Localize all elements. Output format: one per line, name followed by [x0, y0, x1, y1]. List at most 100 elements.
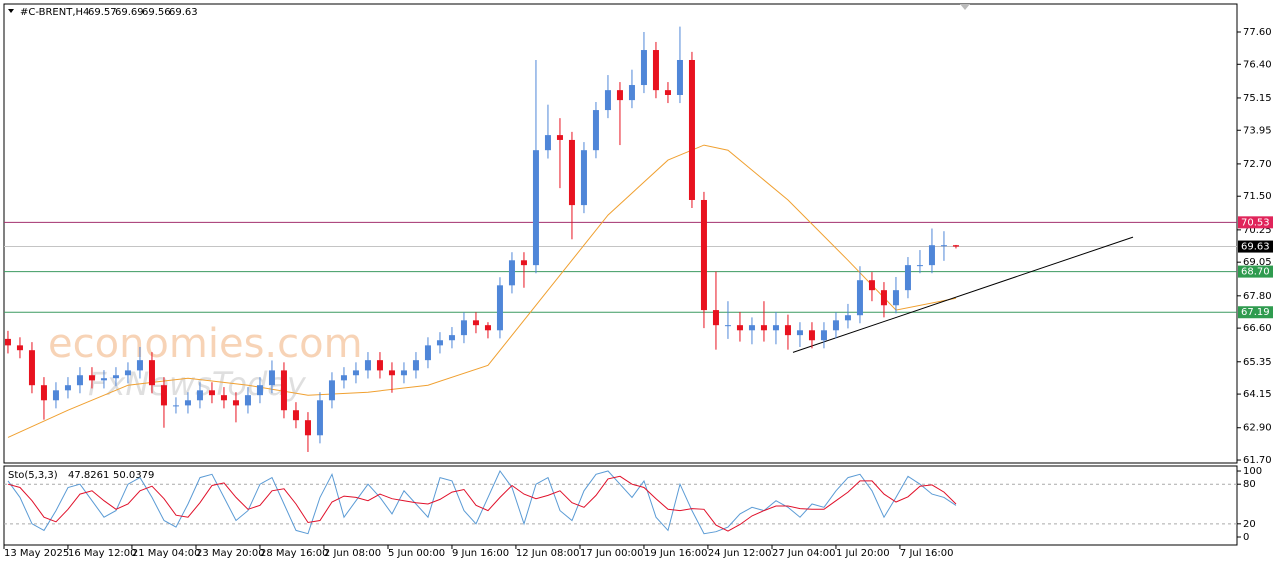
- candle-body: [100, 378, 107, 381]
- y-tick-label: 75.15: [1243, 93, 1272, 104]
- candle-body: [184, 400, 191, 406]
- x-tick-label: 23 May 20:00: [196, 548, 265, 559]
- candle-body: [772, 325, 779, 331]
- candle-body: [844, 315, 851, 321]
- candle-body: [316, 400, 323, 436]
- y-tick-label: 73.95: [1243, 125, 1272, 136]
- osc-tick-label: 0: [1243, 532, 1249, 543]
- level-label: 67.19: [1241, 307, 1270, 318]
- candle-body: [136, 360, 143, 371]
- candle-body: [760, 325, 767, 331]
- osc-line: [7, 470, 957, 535]
- candle-body: [520, 260, 527, 266]
- candle-body: [700, 199, 707, 311]
- quote-low: 69.56: [142, 7, 171, 18]
- y-tick-label: 77.60: [1243, 27, 1272, 38]
- candle-body: [940, 245, 947, 247]
- x-tick-label: 9 Jun 16:00: [452, 548, 509, 559]
- candle-body: [364, 360, 371, 371]
- y-tick-label: 70.25: [1243, 225, 1272, 236]
- y-tick-label: 71.50: [1243, 191, 1272, 202]
- oscillator-frame: [3, 465, 1238, 546]
- candle-body: [628, 85, 635, 101]
- oscillator-main: 47.8261: [68, 470, 109, 481]
- level-box: [1238, 240, 1273, 253]
- candle-body: [460, 320, 467, 336]
- candle-body: [484, 325, 491, 331]
- candle-body: [544, 135, 551, 151]
- y-tick-label: 66.60: [1243, 323, 1272, 334]
- x-tick-label: 21 May 04:00: [132, 548, 201, 559]
- x-tick-label: 24 Jun 12:00: [708, 548, 772, 559]
- candle-body: [304, 420, 311, 436]
- candle-body: [712, 310, 719, 326]
- candle-body: [388, 370, 395, 376]
- level-label: 69.63: [1241, 242, 1270, 253]
- candle-body: [916, 265, 923, 267]
- candle-body: [280, 370, 287, 411]
- candle-body: [568, 139, 575, 206]
- osc-tick-label: 100: [1243, 466, 1262, 477]
- candle-body: [412, 360, 419, 371]
- candle-body: [688, 59, 695, 200]
- candle-body: [532, 150, 539, 266]
- osc-tick-label: 80: [1243, 479, 1256, 490]
- x-tick-label: 16 May 12:00: [68, 548, 137, 559]
- candle-body: [928, 245, 935, 266]
- candle-body: [172, 405, 179, 407]
- moving-average: [7, 144, 957, 438]
- candle-body: [784, 325, 791, 336]
- candle-body: [880, 290, 887, 306]
- candle-body: [436, 340, 443, 346]
- candle-body: [268, 370, 275, 386]
- candle-body: [448, 335, 455, 341]
- candle-body: [400, 370, 407, 376]
- candle-body: [328, 380, 335, 401]
- level-box: [1238, 265, 1273, 278]
- oscillator-signal: 50.0379: [113, 470, 154, 481]
- candle-body: [4, 338, 11, 346]
- oscillator-name: Sto(5,3,3): [8, 470, 58, 481]
- candle-body: [52, 390, 59, 401]
- candle-body: [508, 260, 515, 286]
- candle-body: [640, 50, 647, 86]
- y-tick-label: 62.90: [1243, 423, 1272, 434]
- candle-body: [736, 325, 743, 331]
- symbol: #C-BRENT,H4: [20, 7, 89, 18]
- x-tick-label: 5 Jun 00:00: [388, 548, 445, 559]
- watermark: economies.com: [48, 321, 363, 367]
- candle-body: [592, 110, 599, 151]
- level-box: [1238, 216, 1273, 229]
- x-tick-label: 2 Jun 08:00: [324, 548, 381, 559]
- candle-body: [676, 59, 683, 95]
- candle-body: [832, 320, 839, 331]
- candle-body: [220, 395, 227, 401]
- menu-arrow: [8, 9, 14, 13]
- y-tick-label: 61.70: [1243, 455, 1272, 466]
- candle-body: [496, 285, 503, 331]
- candle-body: [148, 360, 155, 386]
- candle-body: [652, 50, 659, 91]
- y-tick-label: 67.80: [1243, 291, 1272, 302]
- candle-body: [112, 375, 119, 379]
- level-label: 68.70: [1241, 267, 1270, 278]
- candle-body: [292, 410, 299, 421]
- candle-body: [340, 375, 347, 381]
- candle-body: [868, 280, 875, 291]
- candle-body: [160, 385, 167, 406]
- candle-body: [16, 345, 23, 351]
- x-tick-label: 28 May 16:00: [260, 548, 329, 559]
- x-tick-label: 12 Jun 08:00: [516, 548, 580, 559]
- x-tick-label: 17 Jun 00:00: [580, 548, 644, 559]
- candle-body: [244, 395, 251, 406]
- level-label: 70.53: [1241, 217, 1270, 228]
- candle-body: [472, 320, 479, 326]
- candle-body: [724, 325, 731, 327]
- x-tick-label: 13 May 2025: [4, 548, 69, 559]
- candle-body: [808, 330, 815, 341]
- candle-body: [664, 90, 671, 95]
- osc-line: [7, 475, 957, 532]
- candle-body: [40, 385, 47, 401]
- candle-body: [748, 325, 755, 331]
